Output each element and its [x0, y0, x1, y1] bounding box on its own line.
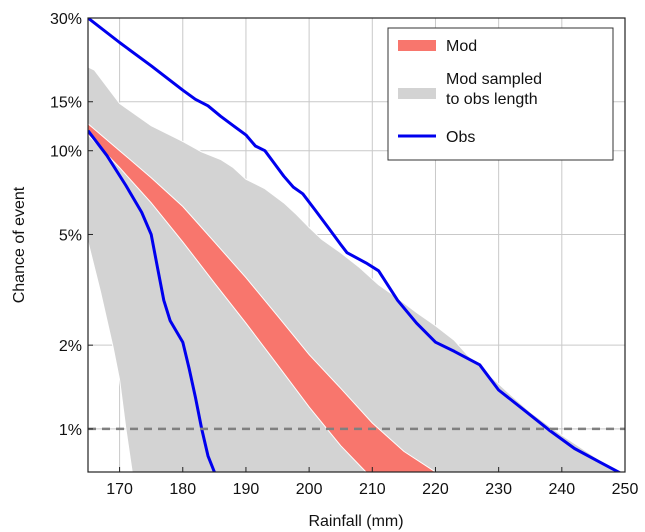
legend-label-obs: Obs	[446, 129, 475, 146]
legend-label-mod-sampled-line2: to obs length	[446, 91, 538, 108]
x-tick-label: 230	[485, 481, 512, 498]
x-tick-label: 170	[106, 481, 133, 498]
x-tick-label: 210	[359, 481, 386, 498]
legend-label-mod-sampled-line1: Mod sampled	[446, 71, 542, 88]
legend-label-mod: Mod	[446, 38, 477, 55]
x-tick-label: 180	[169, 481, 196, 498]
line-obs-lower-tail-	[88, 129, 216, 472]
band-mod	[88, 123, 437, 472]
legend: Mod Mod sampled to obs length Obs	[387, 27, 614, 161]
x-tick-label: 250	[612, 481, 639, 498]
y-tick-label: 2%	[59, 338, 82, 355]
x-tick-label: 240	[548, 481, 575, 498]
x-tick-label: 190	[233, 481, 260, 498]
y-axis-ticks: 1% 2% 5% 10% 15% 30%	[50, 11, 93, 439]
y-tick-label: 1%	[59, 422, 82, 439]
y-axis-title: Chance of event	[11, 186, 28, 303]
x-tick-label: 220	[422, 481, 449, 498]
legend-swatch-mod	[398, 40, 436, 51]
line-obs	[88, 18, 622, 472]
plot-frame	[87, 17, 626, 473]
data-layer	[88, 18, 622, 472]
x-tick-label: 200	[296, 481, 323, 498]
legend-swatch-mod-sampled	[398, 88, 436, 99]
y-tick-label: 10%	[50, 144, 82, 161]
y-tick-label: 15%	[50, 95, 82, 112]
x-axis-ticks: 170 180 190 200 210 220 230 240 250	[106, 467, 638, 498]
y-tick-label: 30%	[50, 11, 82, 28]
x-axis-title: Rainfall (mm)	[308, 513, 403, 530]
y-tick-label: 5%	[59, 227, 82, 244]
